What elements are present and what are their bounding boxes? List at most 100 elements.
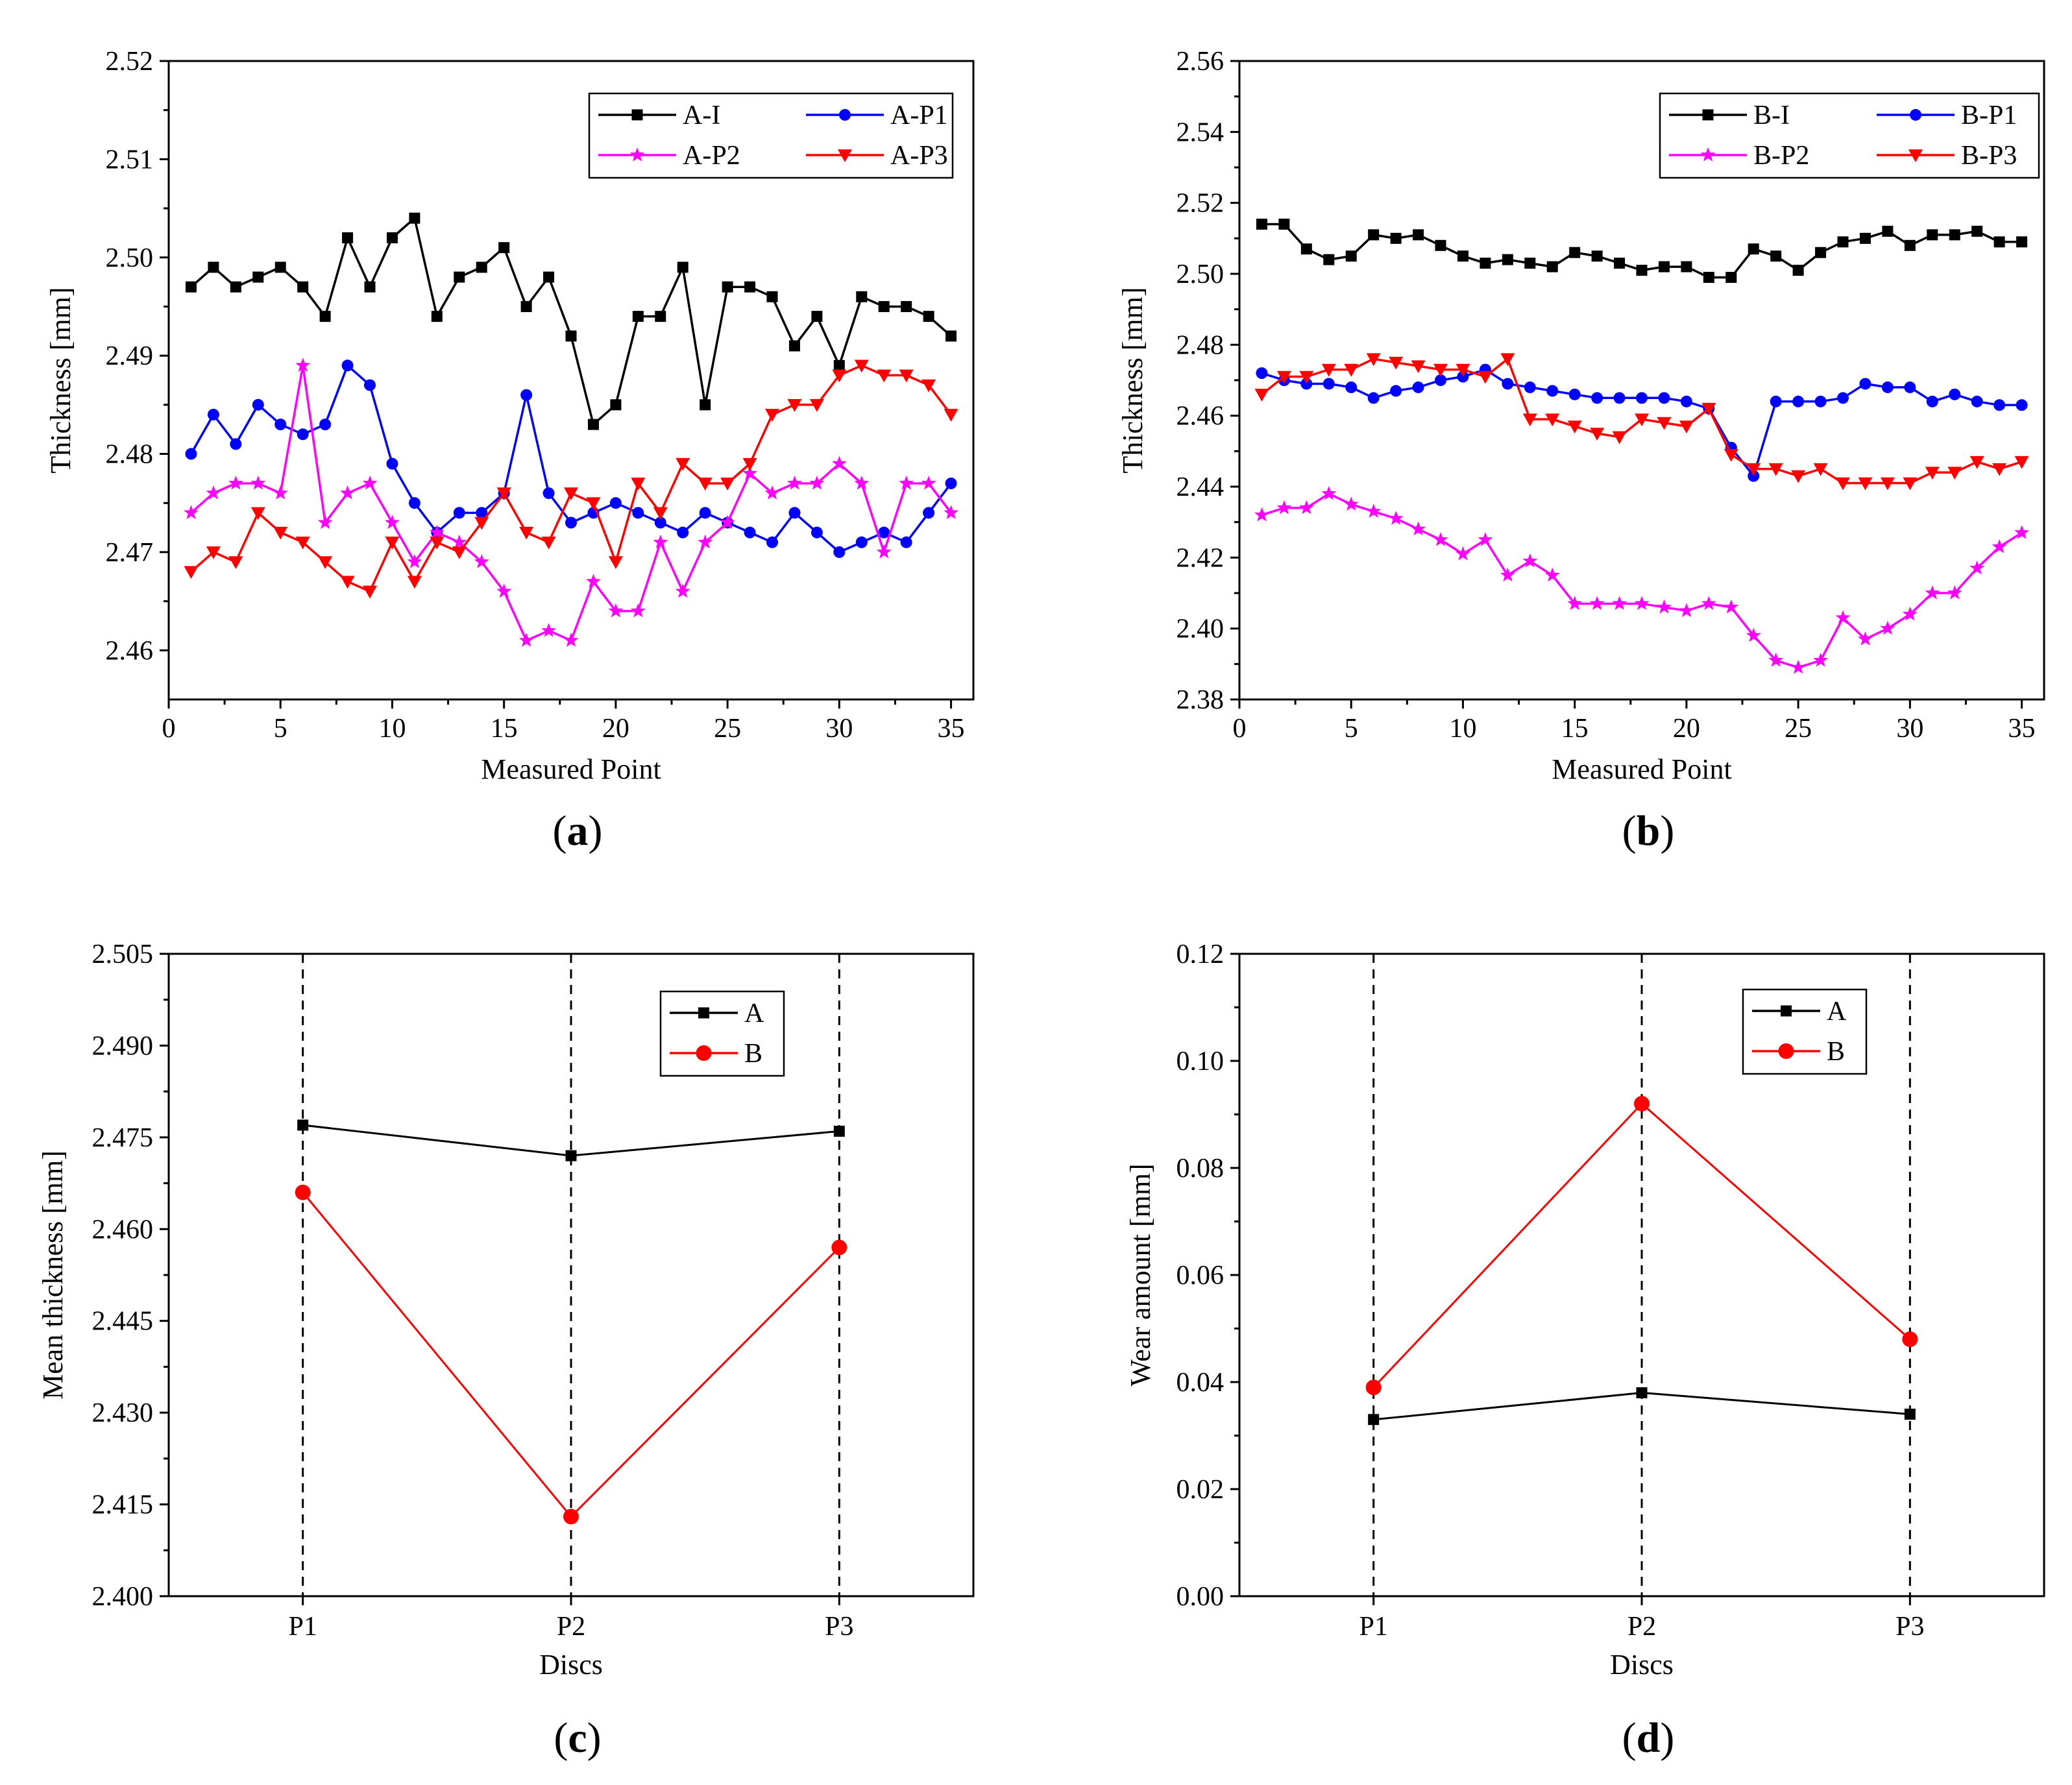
y-tick-label: 2.400 — [92, 1582, 154, 1612]
data-point — [364, 281, 376, 293]
y-tick-label: 0.10 — [1176, 1047, 1225, 1076]
data-point — [1925, 467, 1940, 480]
data-point — [1522, 413, 1537, 427]
series-b-p2 — [1254, 485, 2029, 674]
y-tick-label: 2.42 — [1176, 543, 1225, 573]
data-point — [1591, 392, 1603, 404]
data-point — [631, 478, 646, 491]
data-point — [742, 465, 757, 480]
data-point — [1321, 363, 1336, 377]
legend-marker — [838, 149, 852, 162]
data-point — [1657, 417, 1672, 430]
data-point — [809, 399, 824, 412]
data-point — [1634, 1096, 1650, 1111]
data-point — [653, 534, 668, 549]
data-point — [1746, 627, 1761, 642]
data-point — [677, 526, 689, 539]
panel-label-open: ( — [553, 807, 567, 855]
chart-panel-c: 2.400 2.415 2.430 2.445 2.460 2.475 2.490 2.505… — [37, 940, 975, 1762]
panel-label: (b) — [1622, 807, 1675, 855]
data-point — [1770, 395, 1782, 407]
legend-marker — [1910, 109, 1921, 121]
data-point — [228, 556, 243, 570]
data-point — [1768, 463, 1783, 476]
data-point — [1456, 363, 1470, 377]
data-point — [1567, 596, 1583, 611]
data-point — [564, 487, 578, 501]
x-tick-label: P3 — [825, 1612, 853, 1642]
data-point — [855, 536, 868, 548]
y-tick-label: 2.44 — [1176, 472, 1225, 502]
data-point — [1835, 610, 1851, 624]
panel-label: (a) — [553, 807, 603, 855]
x-tick-label: 0 — [162, 714, 176, 744]
data-point — [1276, 500, 1292, 515]
data-point — [1368, 229, 1380, 241]
legend-marker — [1700, 147, 1716, 162]
data-point — [1636, 1387, 1648, 1398]
data-point — [1792, 265, 1804, 276]
data-point — [944, 505, 958, 520]
data-point — [1368, 1414, 1380, 1426]
y-tick-label: 0.08 — [1176, 1154, 1225, 1184]
data-point — [655, 311, 666, 322]
data-point — [900, 536, 912, 548]
data-point — [1768, 652, 1784, 667]
data-point — [498, 242, 510, 254]
y-tick-label: 2.48 — [106, 440, 154, 470]
series-b — [295, 1184, 847, 1525]
data-point — [1902, 606, 1918, 621]
y-tick-label: 2.52 — [106, 47, 154, 77]
data-point — [610, 399, 622, 411]
legend-item-b: B — [670, 1039, 762, 1069]
x-tick-label: 0 — [1233, 714, 1247, 744]
data-point — [1612, 431, 1627, 444]
x-tick-label: 10 — [1449, 714, 1476, 744]
data-point — [409, 212, 420, 224]
y-tick-label: 2.460 — [92, 1215, 154, 1245]
data-point — [833, 359, 845, 371]
data-point — [765, 409, 779, 422]
data-point — [1254, 507, 1269, 522]
data-point — [341, 359, 354, 372]
y-tick-label: 2.56 — [1176, 47, 1225, 77]
data-point — [274, 261, 286, 273]
y-tick-label: 2.49 — [106, 341, 154, 371]
data-point — [185, 448, 197, 460]
y-tick-label: 0.06 — [1176, 1261, 1225, 1291]
legend-label: A — [744, 999, 764, 1028]
chart-panel-a: 2.46 2.47 2.48 2.49 2.50 2.51 2.52 0 5 10 15 20 25 30… — [45, 47, 975, 855]
data-point — [297, 281, 309, 293]
data-point — [1701, 402, 1716, 416]
data-point — [1880, 477, 1895, 491]
x-tick-label: 20 — [1673, 714, 1700, 744]
panel-label-letter: a — [567, 807, 589, 855]
data-point — [764, 485, 780, 500]
legend-label: A — [1827, 997, 1847, 1026]
data-point — [230, 281, 241, 293]
panel-label-open: ( — [554, 1714, 568, 1762]
data-point — [565, 1150, 577, 1161]
data-point — [1390, 232, 1402, 244]
panel-label-letter: b — [1637, 807, 1661, 855]
data-point — [1904, 239, 1916, 251]
data-point — [1949, 388, 1961, 400]
data-point — [1635, 413, 1649, 427]
data-point — [766, 536, 778, 548]
data-point — [273, 485, 288, 500]
data-point — [608, 603, 624, 618]
y-tick-label: 2.54 — [1176, 117, 1225, 147]
legend-marker — [698, 1007, 709, 1019]
legend-item-a-i: A-I — [598, 101, 720, 130]
data-point — [833, 1125, 845, 1137]
legend-frame — [1659, 92, 2040, 179]
data-point — [1522, 553, 1538, 568]
data-point — [1323, 254, 1335, 265]
data-point — [742, 457, 757, 471]
legend-marker — [1781, 1005, 1792, 1017]
legend-item-b-p3: B-P3 — [1877, 141, 2017, 171]
data-point — [474, 516, 489, 530]
data-point — [901, 300, 912, 312]
data-point — [1837, 392, 1849, 404]
data-point — [945, 477, 957, 489]
